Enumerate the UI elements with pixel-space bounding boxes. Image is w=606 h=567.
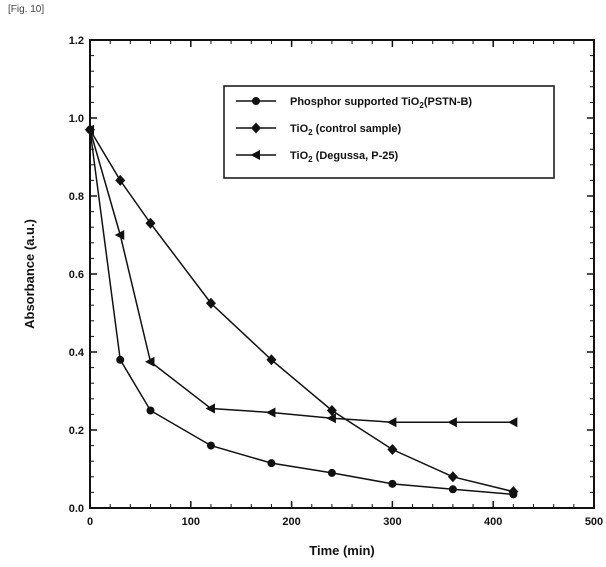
y-axis-title: Absorbance (a.u.)	[22, 219, 37, 329]
x-tick-label: 200	[282, 516, 300, 528]
series-line	[89, 129, 514, 496]
data-point	[326, 405, 337, 416]
data-point	[144, 356, 155, 367]
tick-labels: 0 100 200 300 400 500 0.0 0.2 0.4 0.6 0.8 1.0 1.2	[69, 35, 603, 528]
y-tick-label: 0.0	[69, 503, 84, 515]
x-tick-label: 300	[383, 516, 401, 528]
data-point	[84, 124, 94, 135]
data-point	[507, 417, 518, 428]
legend-box	[223, 85, 555, 179]
x-tick-label: 100	[182, 516, 200, 528]
data-point	[447, 417, 457, 428]
data-point	[388, 479, 397, 488]
legend-label: TiO2 (control sample)	[290, 123, 402, 137]
data-point	[327, 468, 336, 477]
data-point	[265, 407, 276, 418]
data-point	[387, 444, 398, 455]
data-point	[508, 486, 519, 498]
y-tick-label: 1.0	[69, 113, 84, 125]
legend-marker	[250, 150, 260, 160]
data-point	[205, 297, 216, 309]
data-point	[206, 441, 215, 450]
legend-entry: TiO2 (Degussa, P-25)	[236, 150, 399, 164]
series-1	[86, 125, 518, 499]
legend-label: TiO2 (Degussa, P-25)	[290, 150, 399, 164]
figure-label: [Fig. 10]	[8, 4, 45, 15]
data-point	[116, 355, 125, 364]
data-point	[267, 459, 276, 468]
legend-label: Phosphor supported TiO2(PSTN-B)	[290, 96, 472, 110]
data-point	[326, 413, 336, 424]
series-line	[89, 129, 514, 493]
data-point	[448, 485, 457, 494]
x-tick-label: 0	[87, 516, 93, 528]
plot-frame	[89, 39, 595, 509]
data-point	[115, 174, 126, 186]
x-axis-title: Time (min)	[309, 543, 375, 558]
series-3	[84, 124, 518, 428]
legend-entry: Phosphor supported TiO2(PSTN-B)	[236, 96, 472, 110]
series-layer	[84, 124, 519, 499]
y-tick-label: 0.8	[69, 191, 84, 203]
data-point	[114, 230, 125, 240]
data-point	[146, 406, 155, 415]
legend: Phosphor supported TiO2(PSTN-B) TiO2 (con…	[223, 85, 555, 179]
x-tick-label: 500	[585, 516, 603, 528]
data-point	[145, 217, 156, 229]
x-tick-label: 400	[484, 516, 502, 528]
y-tick-label: 0.2	[69, 425, 84, 437]
y-tick-label: 0.4	[69, 347, 85, 359]
legend-entry: TiO2 (control sample)	[236, 122, 402, 137]
data-point	[205, 403, 215, 414]
data-point	[447, 471, 458, 483]
legend-marker	[251, 122, 261, 134]
data-point	[266, 354, 277, 366]
legend-marker	[252, 97, 260, 105]
data-point	[386, 417, 397, 428]
series-2	[85, 124, 519, 498]
y-tick-label: 0.6	[69, 269, 84, 281]
y-tick-label: 1.2	[69, 35, 84, 47]
